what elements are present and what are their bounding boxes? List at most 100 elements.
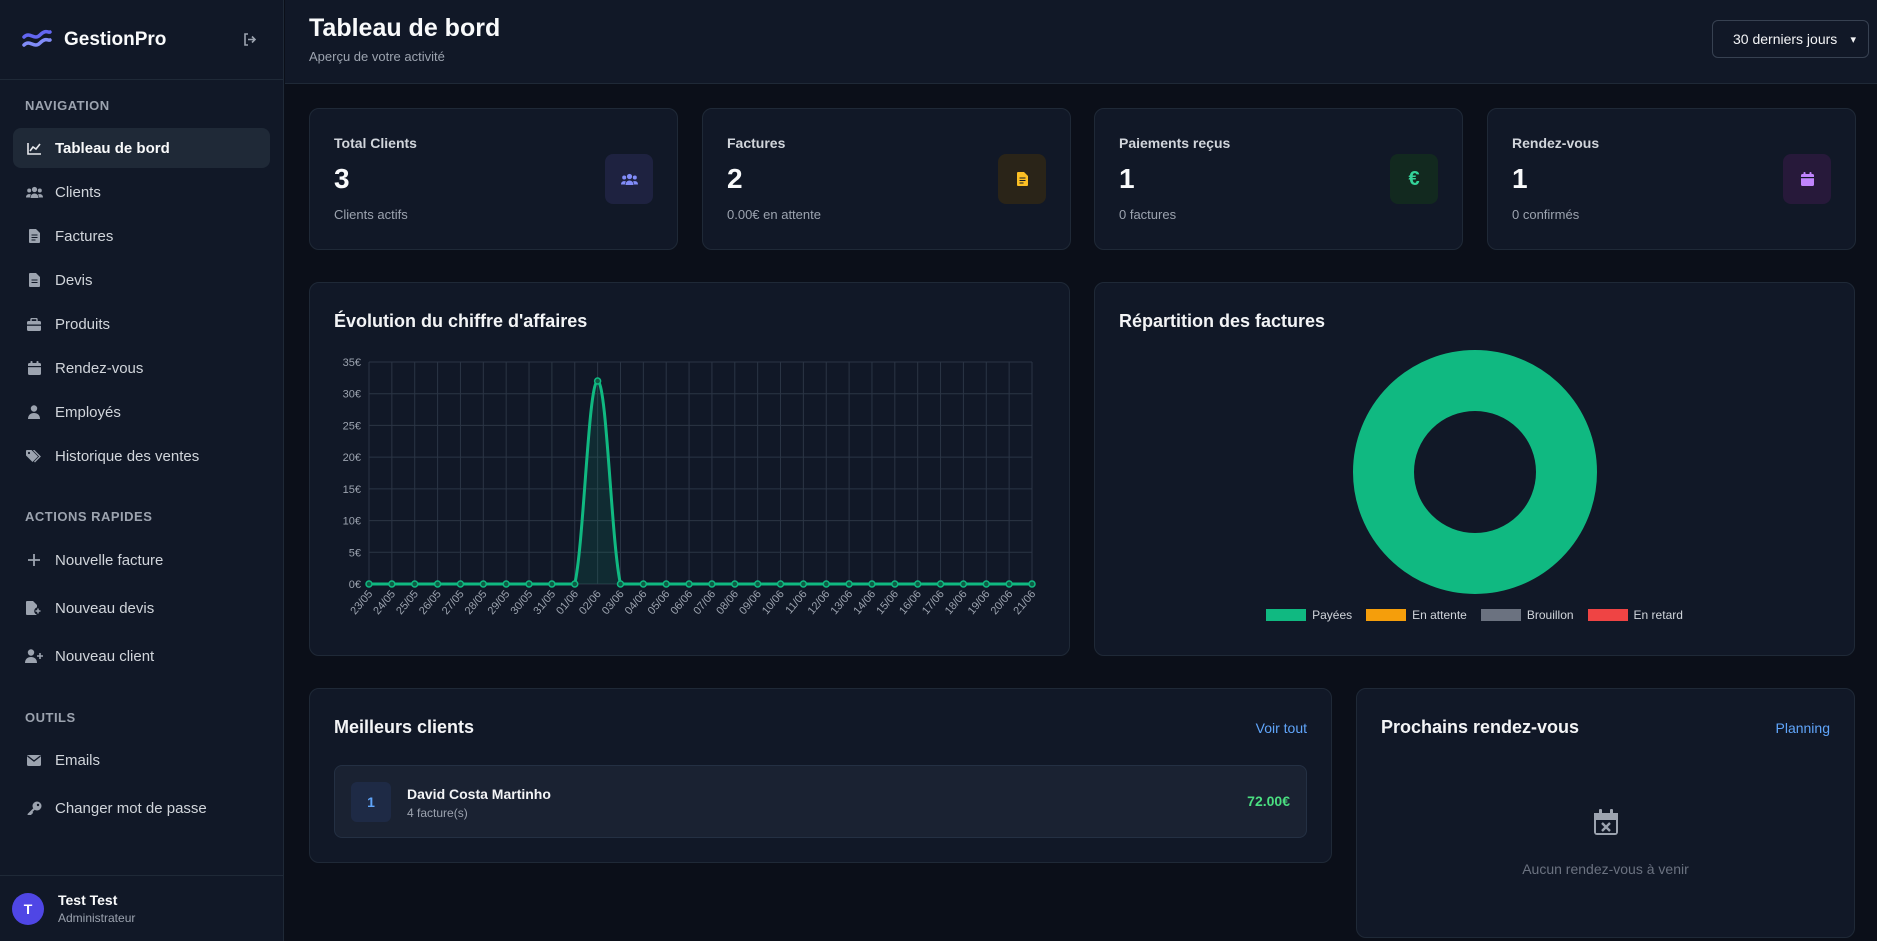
quote-icon bbox=[25, 272, 43, 288]
tool-item-label: Emails bbox=[55, 751, 101, 769]
data-point bbox=[525, 580, 533, 588]
stat-value: 2 bbox=[727, 163, 743, 194]
x-tick-label: 01/06 bbox=[554, 588, 581, 617]
sidebar-item-5[interactable]: Rendez-vous bbox=[13, 348, 270, 388]
donut-slice bbox=[1353, 350, 1597, 594]
sidebar-item-label: Rendez-vous bbox=[55, 359, 144, 377]
sidebar-item-label: Devis bbox=[55, 271, 93, 289]
calendar-icon bbox=[25, 360, 43, 376]
x-tick-label: 06/06 bbox=[668, 588, 695, 617]
x-tick-label: 09/06 bbox=[737, 588, 764, 617]
data-point bbox=[845, 580, 853, 588]
x-tick-label: 08/06 bbox=[714, 588, 741, 617]
legend-item[interactable]: En attente bbox=[1366, 608, 1467, 622]
period-value: 30 derniers jours bbox=[1733, 31, 1838, 47]
x-tick-label: 07/06 bbox=[691, 588, 718, 617]
sidebar-item-1[interactable]: Clients bbox=[13, 172, 270, 212]
quick-action-label: Nouveau client bbox=[55, 647, 155, 665]
data-point bbox=[639, 580, 648, 588]
client-name: David Costa Martinho bbox=[407, 786, 551, 802]
x-tick-label: 15/06 bbox=[874, 588, 901, 617]
invoice-chart-card: Répartition des factures Payées En attent… bbox=[1094, 282, 1855, 656]
quick-action-0[interactable]: Nouvelle facture bbox=[13, 538, 270, 582]
x-tick-label: 19/06 bbox=[966, 588, 993, 617]
logo-icon bbox=[22, 29, 52, 47]
user-icon bbox=[25, 404, 43, 420]
euro-icon: € bbox=[1390, 154, 1438, 204]
sidebar-item-0[interactable]: Tableau de bord bbox=[13, 128, 270, 168]
y-tick-label: 10€ bbox=[343, 516, 361, 528]
x-tick-label: 31/05 bbox=[531, 588, 558, 617]
appointments-card: Prochains rendez-vous Planning Aucun ren… bbox=[1356, 688, 1855, 938]
nav-section-title: NAVIGATION bbox=[25, 98, 110, 113]
revenue-line-chart: 0€ 5€ 10€ 15€ 20€ 25€ 30€ 35€ 23/0524/0525/0526/… bbox=[343, 357, 1039, 617]
sidebar-item-2[interactable]: Factures bbox=[13, 216, 270, 256]
user-profile[interactable]: T Test Test Administrateur bbox=[0, 875, 283, 941]
plus-icon bbox=[25, 552, 43, 568]
user-plus-icon bbox=[25, 648, 43, 664]
x-tick-label: 29/05 bbox=[486, 588, 513, 617]
sidebar-item-3[interactable]: Devis bbox=[13, 260, 270, 300]
legend-item[interactable]: Brouillon bbox=[1480, 608, 1574, 622]
quick-action-1[interactable]: Nouveau devis bbox=[13, 586, 270, 630]
quick-action-label: Nouveau devis bbox=[55, 599, 155, 617]
data-point bbox=[548, 580, 556, 588]
quick-action-2[interactable]: Nouveau client bbox=[13, 634, 270, 678]
x-tick-label: 05/06 bbox=[646, 588, 673, 617]
data-point bbox=[868, 580, 876, 588]
x-tick-label: 21/06 bbox=[1011, 588, 1038, 617]
data-point bbox=[456, 580, 465, 588]
sidebar-item-4[interactable]: Produits bbox=[13, 304, 270, 344]
legend-label: En retard bbox=[1633, 608, 1683, 622]
data-point bbox=[891, 580, 899, 588]
data-point bbox=[1005, 580, 1013, 588]
page-header: Tableau de bord Aperçu de votre activité… bbox=[285, 0, 1877, 84]
data-point bbox=[571, 580, 579, 588]
stat-label: Total Clients bbox=[334, 135, 417, 151]
tools-section-title: OUTILS bbox=[25, 710, 76, 725]
see-all-link[interactable]: Voir tout bbox=[1255, 720, 1307, 736]
envelope-icon bbox=[25, 752, 43, 768]
sidebar-item-7[interactable]: Historique des ventes bbox=[13, 436, 270, 476]
sidebar-item-label: Historique des ventes bbox=[55, 447, 200, 465]
sidebar-item-6[interactable]: Employés bbox=[13, 392, 270, 432]
data-point bbox=[433, 580, 442, 588]
tool-item-1[interactable]: Changer mot de passe bbox=[13, 786, 270, 830]
app-name: GestionPro bbox=[64, 28, 167, 50]
chart-line-icon bbox=[25, 140, 43, 156]
invoice-icon bbox=[998, 154, 1046, 204]
client-row[interactable]: 1 David Costa Martinho 4 facture(s) 72.0… bbox=[334, 765, 1307, 838]
svg-text:€: € bbox=[1408, 169, 1419, 189]
y-tick-label: 20€ bbox=[343, 452, 361, 464]
y-tick-label: 25€ bbox=[343, 420, 361, 432]
data-point bbox=[502, 580, 510, 588]
users-icon bbox=[605, 154, 653, 204]
client-invoice-count: 4 facture(s) bbox=[407, 806, 468, 820]
page-subtitle: Aperçu de votre activité bbox=[309, 49, 445, 64]
revenue-chart-card: Évolution du chiffre d'affaires 0€ 5€ 10€ 1… bbox=[309, 282, 1070, 656]
data-point bbox=[662, 580, 670, 588]
data-point bbox=[936, 580, 945, 588]
tool-item-0[interactable]: Emails bbox=[13, 738, 270, 782]
brand: GestionPro bbox=[0, 0, 283, 80]
invoice-chart-title: Répartition des factures bbox=[1119, 311, 1326, 331]
chevron-down-icon: ▾ bbox=[1850, 33, 1856, 46]
x-tick-label: 17/06 bbox=[920, 588, 947, 617]
client-rank: 1 bbox=[351, 782, 391, 822]
legend-item[interactable]: En retard bbox=[1587, 608, 1683, 622]
legend-item[interactable]: Payées bbox=[1266, 608, 1352, 622]
logout-icon[interactable] bbox=[239, 29, 261, 51]
x-tick-label: 14/06 bbox=[851, 588, 878, 617]
stat-card: Paiements reçus 1 0 factures € bbox=[1094, 108, 1463, 250]
data-point bbox=[685, 580, 693, 588]
data-point bbox=[822, 580, 830, 588]
planning-link[interactable]: Planning bbox=[1775, 720, 1831, 736]
stat-subtext: Clients actifs bbox=[334, 207, 408, 222]
series-line bbox=[368, 379, 1032, 586]
tool-item-label: Changer mot de passe bbox=[55, 799, 207, 817]
stat-label: Factures bbox=[727, 135, 786, 151]
series-area bbox=[369, 381, 1032, 584]
user-name: Test Test bbox=[58, 892, 118, 908]
period-select[interactable]: 30 derniers jours ▾ bbox=[1712, 20, 1869, 58]
x-tick-label: 02/06 bbox=[577, 588, 604, 617]
